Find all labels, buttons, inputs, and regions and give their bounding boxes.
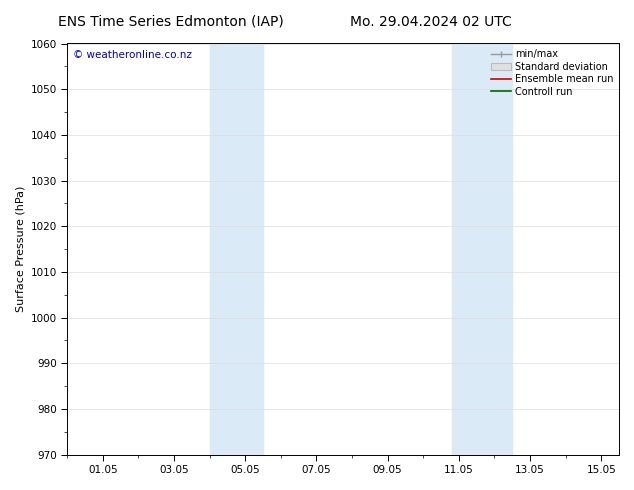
Bar bbox=[210, 44, 263, 455]
Text: © weatheronline.co.nz: © weatheronline.co.nz bbox=[73, 49, 191, 60]
Legend: min/max, Standard deviation, Ensemble mean run, Controll run: min/max, Standard deviation, Ensemble me… bbox=[488, 47, 616, 99]
Text: ENS Time Series Edmonton (IAP): ENS Time Series Edmonton (IAP) bbox=[58, 15, 284, 29]
Y-axis label: Surface Pressure (hPa): Surface Pressure (hPa) bbox=[15, 186, 25, 312]
Text: Mo. 29.04.2024 02 UTC: Mo. 29.04.2024 02 UTC bbox=[350, 15, 512, 29]
Bar bbox=[451, 44, 512, 455]
